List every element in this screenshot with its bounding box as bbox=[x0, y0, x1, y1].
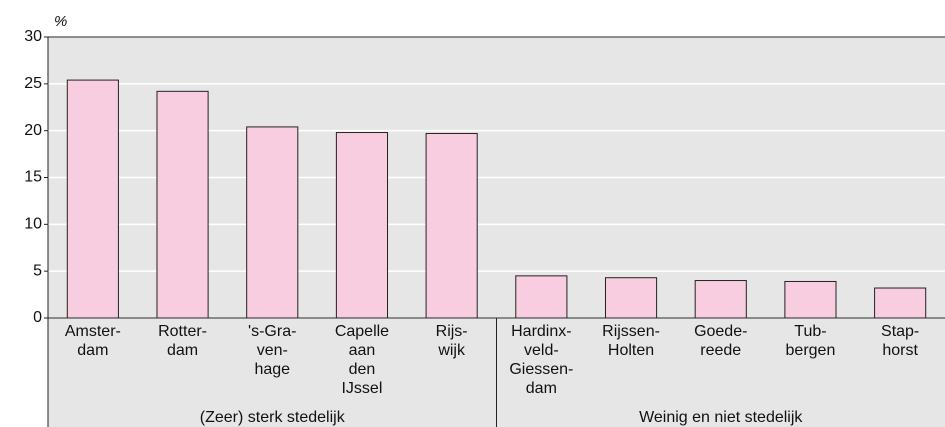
x-tick-label: bergen bbox=[786, 342, 836, 359]
y-axis-label: % bbox=[54, 13, 67, 30]
x-tick-label: Holten bbox=[608, 342, 654, 359]
x-tick-label: Rijs- bbox=[436, 323, 468, 340]
bar bbox=[694, 280, 747, 319]
y-tick-label: 15 bbox=[24, 169, 42, 186]
x-tick-label: hage bbox=[254, 361, 290, 378]
x-tick-label: wijk bbox=[437, 342, 466, 359]
bar bbox=[604, 277, 658, 319]
x-tick-label: IJssel bbox=[341, 380, 382, 397]
x-tick-label: Amster- bbox=[65, 323, 121, 340]
x-tick-label: horst bbox=[882, 342, 918, 359]
x-tick-label: Hardinx- bbox=[511, 323, 571, 340]
bar bbox=[156, 90, 209, 319]
y-tick-label: 10 bbox=[24, 216, 42, 233]
group-label: (Zeer) sterk stedelijk bbox=[200, 409, 346, 426]
bar bbox=[246, 126, 299, 319]
y-tick-label: 25 bbox=[24, 75, 42, 92]
y-tick-label: 0 bbox=[33, 309, 42, 326]
x-tick-label: 's-Gra- bbox=[248, 323, 296, 340]
x-tick-label: aan bbox=[349, 342, 376, 359]
bar bbox=[335, 132, 389, 319]
y-tick-label: 5 bbox=[33, 262, 42, 279]
x-tick-label: ven- bbox=[257, 342, 288, 359]
x-tick-label: dam bbox=[77, 342, 108, 359]
x-tick-label: Stap- bbox=[881, 323, 919, 340]
bar bbox=[66, 79, 119, 319]
bar bbox=[784, 280, 837, 319]
y-tick-label: 20 bbox=[24, 122, 42, 139]
x-tick-label: Rotter- bbox=[158, 323, 207, 340]
x-tick-label: dam bbox=[167, 342, 198, 359]
x-tick-label: Giessen- bbox=[509, 361, 573, 378]
x-tick-label: Goede- bbox=[694, 323, 747, 340]
x-tick-label: reede bbox=[700, 342, 741, 359]
group-label: Weinig en niet stedelijk bbox=[639, 409, 803, 426]
y-tick-label: 30 bbox=[24, 28, 42, 45]
x-tick-label: Tub- bbox=[794, 323, 826, 340]
x-tick-label: den bbox=[349, 361, 376, 378]
bar bbox=[874, 287, 927, 319]
bar bbox=[425, 132, 478, 319]
x-tick-label: dam bbox=[526, 380, 557, 397]
x-tick-label: Rijssen- bbox=[602, 323, 660, 340]
x-tick-label: veld- bbox=[524, 342, 559, 359]
bar bbox=[515, 275, 568, 319]
x-tick-label: Capelle bbox=[335, 323, 389, 340]
